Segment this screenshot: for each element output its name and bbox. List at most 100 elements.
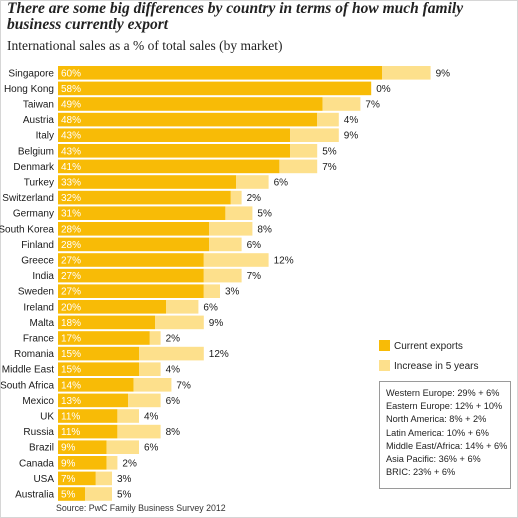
category-label: Switzerland — [2, 193, 54, 204]
category-label: South Africa — [0, 380, 54, 391]
bar-current — [58, 175, 237, 189]
bar-increase — [128, 393, 161, 408]
current-value-label: 7% — [61, 474, 76, 485]
current-value-label: 41% — [61, 162, 81, 173]
bar-current — [58, 331, 150, 345]
bar-current — [58, 97, 323, 111]
category-label: Romania — [14, 349, 54, 360]
bar-increase — [117, 424, 161, 439]
category-label: Italy — [36, 131, 54, 142]
bar-increase — [106, 440, 139, 454]
regional-summary-box: Western Europe: 29% + 6% Eastern Europe:… — [379, 381, 511, 489]
category-label: UK — [40, 412, 54, 423]
bar-increase — [117, 409, 139, 423]
legend-item-current: Current exports — [379, 340, 463, 352]
category-label: Malta — [30, 318, 55, 329]
bar-current — [58, 424, 118, 439]
category-label: Mexico — [22, 396, 54, 407]
bar-current — [58, 378, 134, 392]
category-label: Ireland — [23, 302, 54, 313]
region-line: Latin America: 10% + 6% — [386, 427, 489, 438]
increase-value-label: 4% — [166, 365, 181, 376]
increase-value-label: 6% — [247, 240, 262, 251]
increase-value-label: 2% — [247, 193, 262, 204]
bar-current — [58, 471, 96, 486]
region-line: Western Europe: 29% + 6% — [386, 388, 500, 398]
bar-increase — [209, 237, 242, 252]
increase-value-label: 7% — [247, 271, 262, 282]
bar-increase — [209, 222, 253, 236]
bar-current — [58, 66, 382, 80]
legend-swatch-current — [379, 340, 390, 351]
source-note: Source: PwC Family Business Survey 2012 — [56, 503, 226, 513]
category-label: Turkey — [24, 178, 54, 189]
category-label: South Korea — [0, 224, 54, 235]
category-label: Belgium — [18, 146, 54, 157]
increase-value-label: 6% — [166, 396, 181, 407]
region-line: BRIC: 23% + 6% — [386, 467, 456, 478]
category-label: Sweden — [18, 287, 54, 298]
bar-increase — [203, 253, 269, 267]
current-value-label: 43% — [61, 131, 81, 142]
current-value-label: 60% — [61, 68, 81, 79]
current-value-label: 27% — [61, 271, 81, 282]
chart-title: There are some big differences by countr… — [7, 0, 464, 33]
current-value-label: 9% — [61, 458, 76, 469]
region-line: North America: 8% + 2% — [386, 414, 487, 425]
current-value-label: 49% — [61, 100, 81, 111]
bar-current — [58, 159, 280, 174]
bar-increase — [133, 378, 172, 392]
current-value-label: 27% — [61, 256, 81, 267]
bar-current — [58, 190, 231, 205]
bar-increase — [236, 175, 269, 189]
bar-current — [58, 284, 204, 298]
category-label: India — [32, 271, 54, 282]
category-label: Singapore — [8, 68, 54, 79]
bar-current — [58, 362, 139, 376]
bar-current — [58, 268, 204, 283]
bar-increase — [106, 456, 118, 470]
current-value-label: 28% — [61, 240, 81, 251]
current-value-label: 58% — [61, 84, 81, 95]
increase-value-label: 3% — [225, 287, 240, 298]
current-value-label: 11% — [61, 412, 80, 423]
bar-current — [58, 315, 156, 330]
increase-value-label: 9% — [209, 318, 224, 329]
increase-value-label: 7% — [176, 380, 191, 391]
current-value-label: 17% — [61, 334, 81, 345]
bar-increase — [139, 346, 204, 361]
bar-increase — [85, 487, 112, 501]
bar-increase — [166, 300, 199, 314]
bar-current — [58, 81, 372, 96]
category-label: Brazil — [29, 443, 54, 454]
category-label: Greece — [21, 256, 54, 267]
bar-increase — [203, 284, 220, 298]
current-value-label: 27% — [61, 287, 81, 298]
increase-value-label: 7% — [365, 100, 380, 111]
increase-value-label: 9% — [436, 68, 451, 79]
bar-increase — [230, 190, 242, 205]
current-value-label: 18% — [61, 318, 81, 329]
current-value-label: 32% — [61, 193, 81, 204]
current-value-label: 48% — [61, 115, 81, 126]
category-label: Austria — [23, 115, 55, 126]
bar-increase — [382, 66, 431, 80]
bar-current — [58, 456, 107, 470]
current-value-label: 31% — [61, 209, 81, 220]
category-label: Taiwan — [23, 100, 54, 111]
category-label: Russia — [23, 427, 54, 438]
bar-current — [58, 237, 210, 252]
increase-value-label: 5% — [322, 146, 337, 157]
category-label: Hong Kong — [4, 84, 54, 95]
current-value-label: 5% — [61, 490, 76, 501]
bar-current — [58, 253, 204, 267]
bar-current — [58, 346, 139, 361]
current-value-label: 33% — [61, 178, 81, 189]
legend-label-increase: Increase in 5 years — [394, 361, 479, 372]
current-value-label: 14% — [61, 380, 81, 391]
increase-value-label: 12% — [209, 349, 229, 360]
current-value-label: 13% — [61, 396, 81, 407]
bar-increase — [225, 206, 253, 220]
increase-value-label: 5% — [257, 209, 272, 220]
